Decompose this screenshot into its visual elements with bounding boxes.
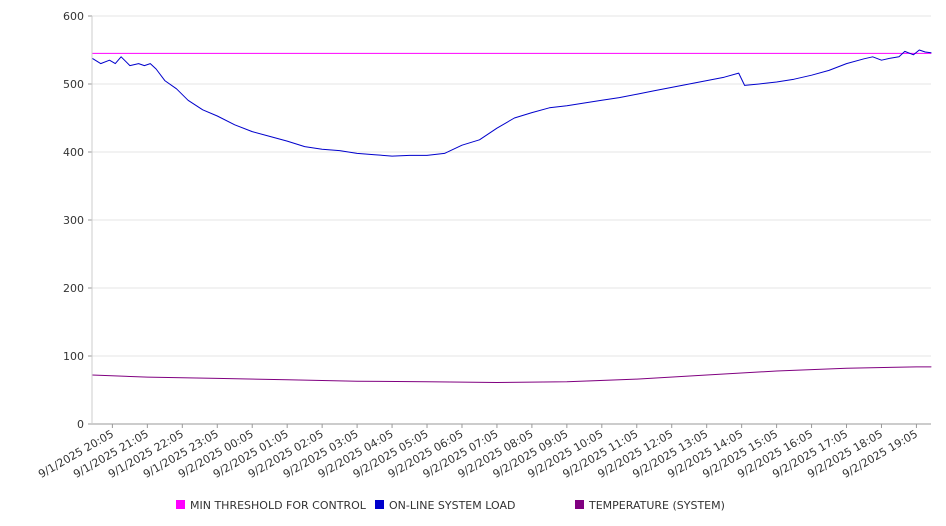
legend-label: MIN THRESHOLD FOR CONTROL	[190, 499, 367, 512]
y-tick-label: 300	[63, 214, 84, 227]
legend: MIN THRESHOLD FOR CONTROL ON-LINE SYSTEM …	[176, 499, 725, 512]
y-tick-label: 0	[77, 418, 84, 431]
y-tick-label: 500	[63, 78, 84, 91]
y-tick-label: 400	[63, 146, 84, 159]
y-tick-label: 600	[63, 10, 84, 23]
y-tick-label: 100	[63, 350, 84, 363]
series-line-1	[91, 49, 932, 157]
y-axis-ticks: 0 100 200 300 400 500 600	[63, 10, 92, 431]
legend-swatch	[176, 500, 185, 509]
legend-swatch	[375, 500, 384, 509]
legend-label: ON-LINE SYSTEM LOAD	[389, 499, 515, 512]
y-tick-label: 200	[63, 282, 84, 295]
legend-label: TEMPERATURE (SYSTEM)	[588, 499, 725, 512]
legend-swatch	[575, 500, 584, 509]
x-axis-ticks: 9/1/2025 20:059/1/2025 21:059/1/2025 22:…	[36, 424, 920, 481]
grid-lines	[92, 15, 931, 357]
series-line-2	[91, 366, 932, 383]
series-lines	[91, 49, 932, 383]
